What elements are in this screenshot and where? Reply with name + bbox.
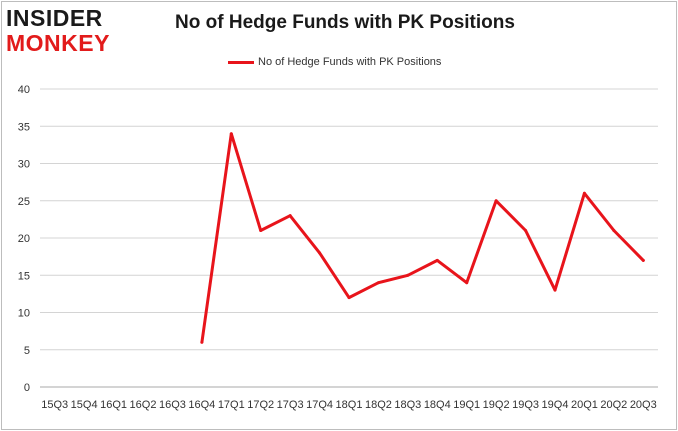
data-point bbox=[259, 229, 263, 233]
y-tick-label: 40 bbox=[18, 84, 30, 96]
data-point bbox=[641, 258, 645, 262]
x-tick-label: 16Q2 bbox=[130, 399, 157, 411]
data-point bbox=[229, 132, 233, 136]
chart-title: No of Hedge Funds with PK Positions bbox=[175, 12, 515, 33]
x-tick-label: 20Q3 bbox=[630, 399, 657, 411]
series-line bbox=[200, 132, 645, 344]
data-point bbox=[494, 199, 498, 203]
series-layer bbox=[200, 132, 645, 344]
y-tick-label: 30 bbox=[18, 159, 30, 171]
data-point bbox=[376, 281, 380, 285]
y-tick-label: 0 bbox=[24, 382, 30, 394]
x-tick-label: 17Q2 bbox=[247, 399, 274, 411]
x-tick-label: 17Q1 bbox=[218, 399, 245, 411]
y-tick-label: 35 bbox=[18, 121, 30, 133]
x-tick-label: 20Q2 bbox=[600, 399, 627, 411]
x-tick-label: 16Q1 bbox=[100, 399, 127, 411]
x-tick-label: 17Q3 bbox=[277, 399, 304, 411]
data-point bbox=[406, 273, 410, 277]
x-tick-label: 20Q1 bbox=[571, 399, 598, 411]
x-tick-label: 17Q4 bbox=[306, 399, 333, 411]
x-tick-label: 15Q4 bbox=[71, 399, 98, 411]
data-point bbox=[582, 191, 586, 195]
data-point bbox=[200, 340, 204, 344]
logo-line-2: MONKEY bbox=[6, 30, 110, 56]
x-tick-labels: 15Q3 15Q4 16Q1 16Q2 16Q3 16Q4 17Q1 17Q2 17Q3 17Q4… bbox=[41, 399, 656, 411]
y-tick-label: 5 bbox=[24, 345, 30, 357]
insider-monkey-logo: INSIDER MONKEY bbox=[6, 4, 126, 56]
data-point bbox=[524, 229, 528, 233]
x-tick-label: 16Q3 bbox=[159, 399, 186, 411]
y-tick-label: 10 bbox=[18, 308, 30, 320]
chart-legend: No of Hedge Funds with PK Positions bbox=[228, 54, 441, 70]
data-point bbox=[612, 229, 616, 233]
data-point bbox=[465, 281, 469, 285]
legend-line-swatch bbox=[228, 60, 254, 64]
x-tick-label: 19Q2 bbox=[483, 399, 510, 411]
data-point bbox=[553, 288, 557, 292]
x-tick-label: 18Q2 bbox=[365, 399, 392, 411]
data-point bbox=[435, 258, 439, 262]
data-point bbox=[318, 251, 322, 255]
grid-lines bbox=[40, 88, 658, 388]
x-tick-label: 18Q4 bbox=[424, 399, 451, 411]
x-tick-label: 19Q4 bbox=[542, 399, 569, 411]
data-point bbox=[288, 214, 292, 218]
x-tick-label: 15Q3 bbox=[41, 399, 68, 411]
y-tick-label: 25 bbox=[18, 196, 30, 208]
x-tick-label: 19Q1 bbox=[453, 399, 480, 411]
x-tick-label: 18Q1 bbox=[336, 399, 363, 411]
legend-label: No of Hedge Funds with PK Positions bbox=[258, 56, 442, 68]
x-tick-label: 18Q3 bbox=[394, 399, 421, 411]
x-tick-label: 19Q3 bbox=[512, 399, 539, 411]
y-tick-label: 20 bbox=[18, 233, 30, 245]
y-tick-labels: 0 5 10 15 20 25 30 35 40 bbox=[18, 84, 30, 394]
data-point bbox=[347, 296, 351, 300]
logo-line-1: INSIDER bbox=[6, 5, 103, 31]
y-tick-label: 15 bbox=[18, 270, 30, 282]
x-tick-label: 16Q4 bbox=[188, 399, 215, 411]
